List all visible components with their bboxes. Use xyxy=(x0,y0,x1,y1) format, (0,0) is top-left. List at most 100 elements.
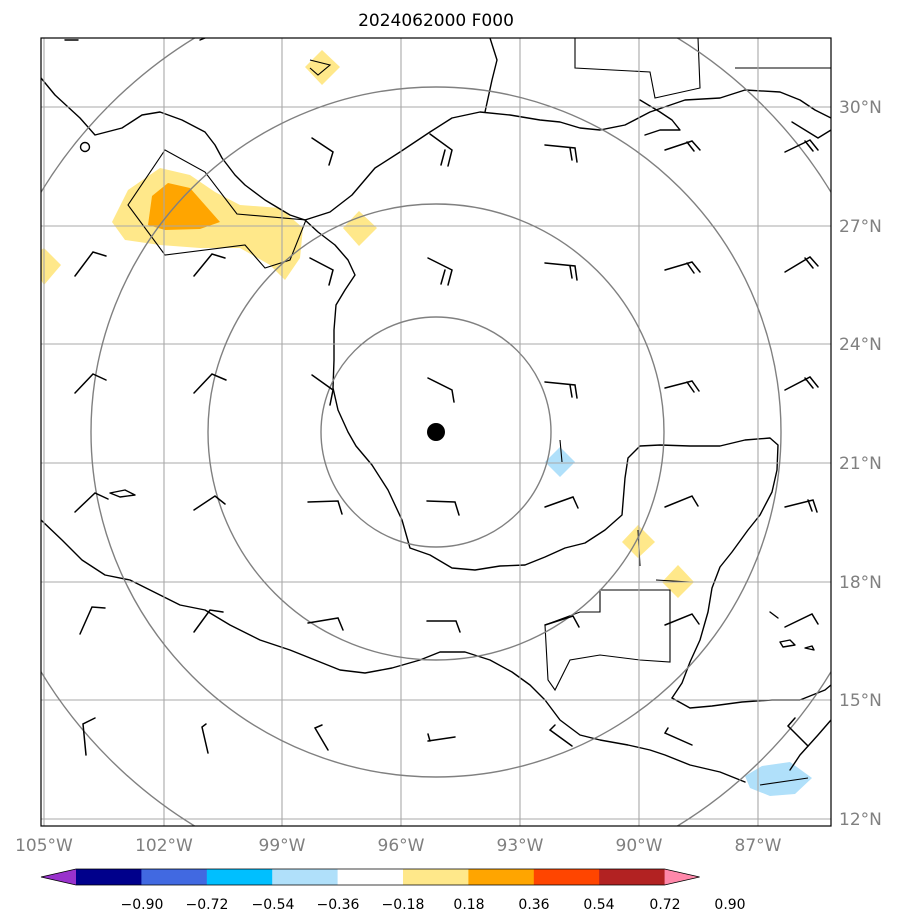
colorbar-tick-label: −0.90 xyxy=(121,897,164,913)
wind-barb xyxy=(784,613,819,628)
wind-barb xyxy=(193,373,227,394)
colorbar-segment xyxy=(76,869,142,885)
wind-barb xyxy=(74,492,109,513)
colorbar-segment xyxy=(533,869,600,885)
map-title: 2024062000 F000 xyxy=(358,11,514,31)
lat-label: 24°N xyxy=(839,335,882,355)
coast-caribbean xyxy=(671,684,831,709)
wind-barb xyxy=(429,133,453,167)
colorbar xyxy=(40,868,700,886)
wind-barb xyxy=(544,262,578,281)
wind-barb xyxy=(784,376,819,391)
coast-lake xyxy=(79,141,91,153)
wind-barb xyxy=(664,495,699,508)
coast-islands-3 xyxy=(804,645,815,651)
coast-texas-mexico xyxy=(304,219,779,699)
storm-center-marker xyxy=(427,423,445,441)
lat-label: 18°N xyxy=(839,573,882,593)
map-frame xyxy=(40,37,832,827)
lat-label: 15°N xyxy=(839,691,882,711)
shade-blue-honduras xyxy=(745,762,812,796)
lat-label: 12°N xyxy=(839,810,882,830)
range-ring-4 xyxy=(41,38,831,826)
colorbar-segment xyxy=(141,869,208,885)
wind-barb xyxy=(82,717,96,756)
range-rings xyxy=(41,38,831,826)
wind-barb xyxy=(548,724,573,747)
shade-yellow-diamond-1 xyxy=(305,50,340,85)
colorbar-outline xyxy=(40,868,700,886)
wind-barb xyxy=(309,257,334,286)
wind-barb xyxy=(784,256,819,273)
lon-label: 96°W xyxy=(378,836,425,856)
lon-label: 105°W xyxy=(15,836,73,856)
wind-barb xyxy=(664,261,701,274)
coast-islands-2 xyxy=(779,639,796,648)
wind-barb xyxy=(311,374,334,406)
colorbar-segment xyxy=(599,869,666,885)
shaded-regions xyxy=(41,50,812,796)
wind-barb xyxy=(79,606,106,635)
coast-gulf-west xyxy=(41,77,306,221)
lon-label: 93°W xyxy=(497,836,544,856)
wind-barb xyxy=(193,609,224,633)
colorbar-extend-right xyxy=(664,869,700,885)
range-ring-1 xyxy=(320,316,552,548)
colorbar-tick-label: 0.36 xyxy=(518,897,549,913)
colorbar-tick-label: 0.54 xyxy=(583,897,614,913)
colorbar-tick-label: 0.72 xyxy=(649,897,680,913)
wind-barb xyxy=(426,500,460,516)
wind-barb xyxy=(426,620,461,633)
wind-barb xyxy=(784,499,818,513)
wind-barb xyxy=(786,717,809,747)
colorbar-labels: −0.90 −0.72 −0.54 −0.36 −0.18 0.18 0.36 … xyxy=(121,897,746,913)
wind-barb xyxy=(663,727,693,746)
coast-islands-4 xyxy=(769,611,779,619)
range-ring-2 xyxy=(207,203,665,661)
longitude-labels: 105°W 102°W 99°W 96°W 93°W 90°W 87°W xyxy=(15,836,782,856)
wind-barb xyxy=(74,373,107,394)
wind-barb xyxy=(193,495,226,511)
lon-label: 87°W xyxy=(735,836,782,856)
shade-blue-diamond xyxy=(545,447,575,477)
wind-barbs xyxy=(74,133,819,756)
colorbar-tick-label: −0.54 xyxy=(252,897,295,913)
wind-barb xyxy=(544,381,578,399)
latitude-labels: 30°N 27°N 24°N 21°N 18°N 15°N 12°N xyxy=(839,98,882,830)
wind-barb xyxy=(201,723,209,754)
wind-barb xyxy=(427,733,456,742)
wind-barb xyxy=(193,253,226,277)
colorbar-tick-label: −0.72 xyxy=(186,897,229,913)
coast-mississippi-delta xyxy=(639,99,681,136)
wind-barb xyxy=(784,139,819,153)
state-borders xyxy=(127,38,831,786)
lat-label: 27°N xyxy=(839,217,882,237)
colorbar-segment xyxy=(206,869,273,885)
coast-florida xyxy=(791,121,831,139)
wind-barb xyxy=(664,140,701,152)
lon-label: 102°W xyxy=(135,836,193,856)
wind-barb xyxy=(544,615,580,628)
lon-label: 90°W xyxy=(616,836,663,856)
wind-barb xyxy=(307,500,343,515)
wind-barb xyxy=(313,724,329,751)
colorbar-segment xyxy=(337,869,404,885)
colorbar-segment xyxy=(468,869,535,885)
gridlines xyxy=(41,38,831,826)
lon-label: 99°W xyxy=(259,836,306,856)
coast-north-rivers xyxy=(484,38,498,113)
shade-yellow-diamond-3 xyxy=(41,248,61,285)
lat-label: 30°N xyxy=(839,98,882,118)
colorbar-tick-label: 0.18 xyxy=(453,897,484,913)
lat-label: 21°N xyxy=(839,454,882,474)
coast-gulf-north xyxy=(304,89,831,221)
wind-barb xyxy=(664,613,700,626)
range-ring-3 xyxy=(90,86,782,778)
wind-barb xyxy=(544,144,578,163)
shade-yellow-diamond-2 xyxy=(343,211,377,246)
map-panel xyxy=(41,38,831,826)
colorbar-segment xyxy=(403,869,469,885)
colorbar-tick-label: −0.36 xyxy=(317,897,360,913)
coast-islands-1 xyxy=(109,489,136,498)
